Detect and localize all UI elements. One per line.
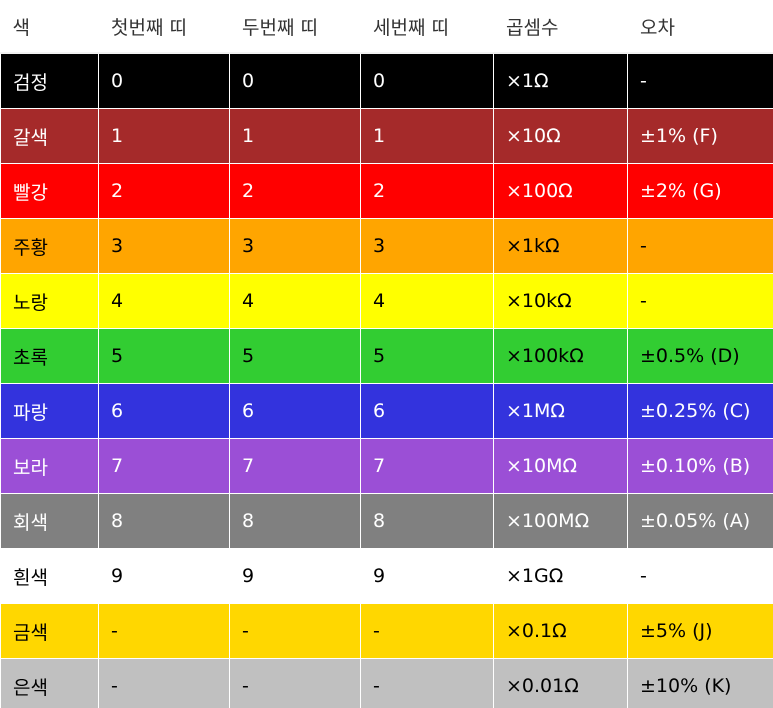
cell-first-band: 8 <box>98 493 230 549</box>
cell-third-band: 0 <box>360 52 494 109</box>
header-multiplier: 곱셈수 <box>493 0 628 54</box>
cell-tolerance: - <box>627 52 773 109</box>
table-row: 금색 - - - ×0.1Ω ±5% (J) <box>0 603 773 659</box>
cell-second-band: 3 <box>229 218 361 274</box>
cell-second-band: 2 <box>229 163 361 219</box>
header-row: 색 첫번째 띠 두번째 띠 세번째 띠 곱셈수 오차 <box>0 0 773 54</box>
cell-second-band: 5 <box>229 328 361 384</box>
cell-first-band: 1 <box>98 108 230 164</box>
cell-first-band: 0 <box>98 52 230 109</box>
cell-color-name: 주황 <box>0 218 99 274</box>
cell-second-band: 1 <box>229 108 361 164</box>
cell-color-name: 흰색 <box>0 548 99 604</box>
cell-color-name: 노랑 <box>0 273 99 329</box>
cell-second-band: 7 <box>229 438 361 494</box>
cell-multiplier: ×1GΩ <box>493 548 628 604</box>
cell-third-band: 3 <box>360 218 494 274</box>
table-header: 색 첫번째 띠 두번째 띠 세번째 띠 곱셈수 오차 <box>0 0 773 54</box>
cell-color-name: 은색 <box>0 658 99 708</box>
table-row: 파랑 6 6 6 ×1MΩ ±0.25% (C) <box>0 383 773 439</box>
cell-color-name: 초록 <box>0 328 99 384</box>
cell-first-band: 4 <box>98 273 230 329</box>
cell-multiplier: ×100Ω <box>493 163 628 219</box>
table-row: 은색 - - - ×0.01Ω ±10% (K) <box>0 658 773 708</box>
table-row: 빨강 2 2 2 ×100Ω ±2% (G) <box>0 163 773 219</box>
cell-color-name: 금색 <box>0 603 99 659</box>
table-row: 보라 7 7 7 ×10MΩ ±0.10% (B) <box>0 438 773 494</box>
cell-tolerance: ±0.5% (D) <box>627 328 773 384</box>
cell-multiplier: ×1kΩ <box>493 218 628 274</box>
cell-color-name: 빨강 <box>0 163 99 219</box>
cell-tolerance: - <box>627 548 773 604</box>
table-row: 회색 8 8 8 ×100MΩ ±0.05% (A) <box>0 493 773 549</box>
table-row: 갈색 1 1 1 ×10Ω ±1% (F) <box>0 108 773 164</box>
cell-tolerance: - <box>627 273 773 329</box>
cell-color-name: 회색 <box>0 493 99 549</box>
cell-first-band: - <box>98 658 230 708</box>
cell-third-band: 2 <box>360 163 494 219</box>
cell-third-band: 5 <box>360 328 494 384</box>
cell-color-name: 검정 <box>0 52 99 109</box>
cell-second-band: 8 <box>229 493 361 549</box>
cell-tolerance: ±0.10% (B) <box>627 438 773 494</box>
table-body: 검정 0 0 0 ×1Ω - 갈색 1 1 1 ×10Ω ±1% (F) 빨강 … <box>0 52 773 708</box>
table-row: 주황 3 3 3 ×1kΩ - <box>0 218 773 274</box>
cell-third-band: 6 <box>360 383 494 439</box>
cell-color-name: 보라 <box>0 438 99 494</box>
cell-tolerance: ±10% (K) <box>627 658 773 708</box>
cell-first-band: 2 <box>98 163 230 219</box>
cell-multiplier: ×100kΩ <box>493 328 628 384</box>
cell-first-band: 5 <box>98 328 230 384</box>
cell-tolerance: ±0.25% (C) <box>627 383 773 439</box>
header-color: 색 <box>0 0 99 54</box>
cell-first-band: 9 <box>98 548 230 604</box>
cell-color-name: 파랑 <box>0 383 99 439</box>
cell-third-band: 8 <box>360 493 494 549</box>
cell-multiplier: ×0.01Ω <box>493 658 628 708</box>
cell-second-band: 0 <box>229 52 361 109</box>
table-row: 노랑 4 4 4 ×10kΩ - <box>0 273 773 329</box>
cell-tolerance: - <box>627 218 773 274</box>
header-third-band: 세번째 띠 <box>360 0 494 54</box>
cell-tolerance: ±2% (G) <box>627 163 773 219</box>
cell-multiplier: ×0.1Ω <box>493 603 628 659</box>
cell-multiplier: ×100MΩ <box>493 493 628 549</box>
cell-third-band: - <box>360 603 494 659</box>
table-row: 초록 5 5 5 ×100kΩ ±0.5% (D) <box>0 328 773 384</box>
cell-multiplier: ×10Ω <box>493 108 628 164</box>
cell-second-band: - <box>229 603 361 659</box>
cell-second-band: 9 <box>229 548 361 604</box>
cell-color-name: 갈색 <box>0 108 99 164</box>
cell-tolerance: ±5% (J) <box>627 603 773 659</box>
cell-first-band: 7 <box>98 438 230 494</box>
cell-third-band: 1 <box>360 108 494 164</box>
cell-second-band: - <box>229 658 361 708</box>
cell-tolerance: ±1% (F) <box>627 108 773 164</box>
cell-third-band: 4 <box>360 273 494 329</box>
cell-multiplier: ×1MΩ <box>493 383 628 439</box>
cell-second-band: 4 <box>229 273 361 329</box>
cell-third-band: 9 <box>360 548 494 604</box>
cell-first-band: 3 <box>98 218 230 274</box>
header-second-band: 두번째 띠 <box>229 0 361 54</box>
cell-first-band: 6 <box>98 383 230 439</box>
cell-third-band: - <box>360 658 494 708</box>
cell-third-band: 7 <box>360 438 494 494</box>
header-tolerance: 오차 <box>627 0 773 54</box>
cell-first-band: - <box>98 603 230 659</box>
cell-multiplier: ×10kΩ <box>493 273 628 329</box>
cell-multiplier: ×1Ω <box>493 52 628 109</box>
table-row: 흰색 9 9 9 ×1GΩ - <box>0 548 773 604</box>
cell-tolerance: ±0.05% (A) <box>627 493 773 549</box>
header-first-band: 첫번째 띠 <box>98 0 230 54</box>
cell-second-band: 6 <box>229 383 361 439</box>
cell-multiplier: ×10MΩ <box>493 438 628 494</box>
table-row: 검정 0 0 0 ×1Ω - <box>0 52 773 109</box>
